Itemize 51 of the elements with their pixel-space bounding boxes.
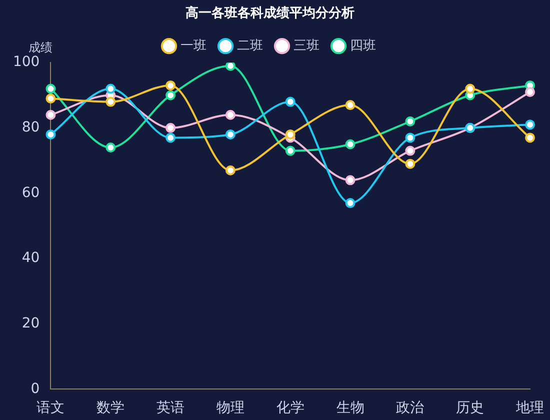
point (345, 175, 356, 186)
point (285, 96, 296, 107)
point (405, 116, 416, 126)
point (525, 132, 535, 143)
point (405, 158, 416, 169)
x-tick-label: 数学 (96, 400, 125, 416)
point (225, 129, 236, 140)
y-axis-title: 成绩 (28, 40, 53, 55)
point (166, 122, 176, 133)
point (225, 62, 236, 71)
point (225, 110, 236, 120)
y-tick-label: 20 (22, 316, 40, 332)
point (166, 90, 176, 100)
point (285, 146, 296, 156)
point (525, 86, 535, 97)
point (405, 132, 416, 143)
point (285, 129, 296, 140)
x-tick-label: 物理 (216, 400, 244, 416)
y-tick-label: 100 (12, 54, 40, 70)
x-tick-label: 语文 (36, 400, 65, 416)
point (46, 84, 56, 94)
y-tick-label: 40 (22, 250, 40, 266)
point (465, 84, 476, 94)
legend-label: 四班 (350, 38, 376, 54)
point (166, 80, 176, 90)
point (46, 110, 56, 120)
point (106, 84, 116, 94)
x-tick-label: 历史 (456, 400, 484, 416)
point (345, 139, 356, 150)
point (46, 94, 56, 104)
y-tick-label: 60 (22, 184, 40, 201)
legend-label: 一班 (180, 38, 206, 54)
y-tick-label: 0 (30, 380, 40, 397)
point (166, 132, 176, 143)
point (106, 142, 116, 153)
point (345, 198, 356, 208)
legend-label: 二班 (237, 38, 263, 54)
legend-label: 三班 (294, 38, 320, 54)
point (46, 129, 56, 140)
y-tick-label: 80 (22, 120, 40, 136)
point (405, 146, 416, 156)
x-tick-label: 地理 (515, 400, 544, 416)
chart-title: 高一各班各科成绩平均分分析 (186, 5, 354, 22)
x-tick-label: 政治 (396, 400, 424, 416)
point (225, 165, 236, 176)
x-tick-label: 生物 (336, 400, 364, 416)
point (106, 96, 116, 107)
x-tick-label: 化学 (276, 400, 304, 416)
x-tick-label: 英语 (156, 400, 185, 416)
point (525, 120, 535, 130)
point (345, 100, 356, 110)
